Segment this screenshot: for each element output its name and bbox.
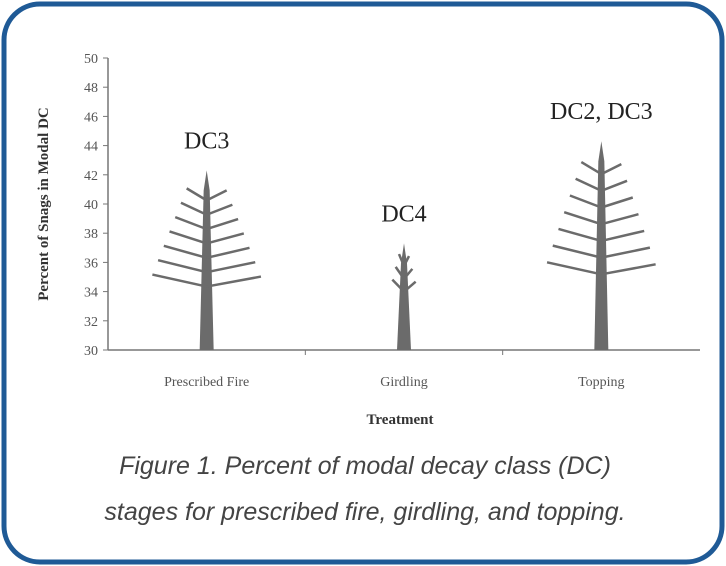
y-tick-label: 30: [84, 344, 98, 359]
y-tick-label: 32: [84, 315, 98, 330]
caption-line: stages for prescribed fire, girdling, an…: [104, 498, 625, 526]
x-tick-label: Girdling: [380, 375, 427, 390]
y-tick-label: 48: [84, 81, 98, 96]
annotation: DC4: [381, 201, 426, 227]
y-tick-label: 42: [84, 169, 98, 184]
x-axis-title: Treatment: [367, 412, 434, 428]
x-tick-label: Topping: [578, 375, 624, 390]
annotation: DC2, DC3: [550, 99, 653, 125]
y-tick-label: 36: [84, 256, 98, 271]
y-axis-title: Percent of Snags in Modal DC: [36, 107, 52, 300]
y-tick-label: 38: [84, 227, 98, 242]
y-tick-label: 34: [84, 286, 98, 301]
y-tick-label: 50: [84, 52, 98, 67]
chart: Figure 1. Percent of modal decay class (…: [0, 0, 726, 566]
caption-line: Figure 1. Percent of modal decay class (…: [119, 452, 611, 480]
y-tick-label: 40: [84, 198, 98, 213]
y-tick-label: 46: [84, 110, 98, 125]
annotation: DC3: [184, 128, 229, 154]
x-tick-label: Prescribed Fire: [164, 375, 249, 390]
y-tick-label: 44: [84, 140, 98, 155]
